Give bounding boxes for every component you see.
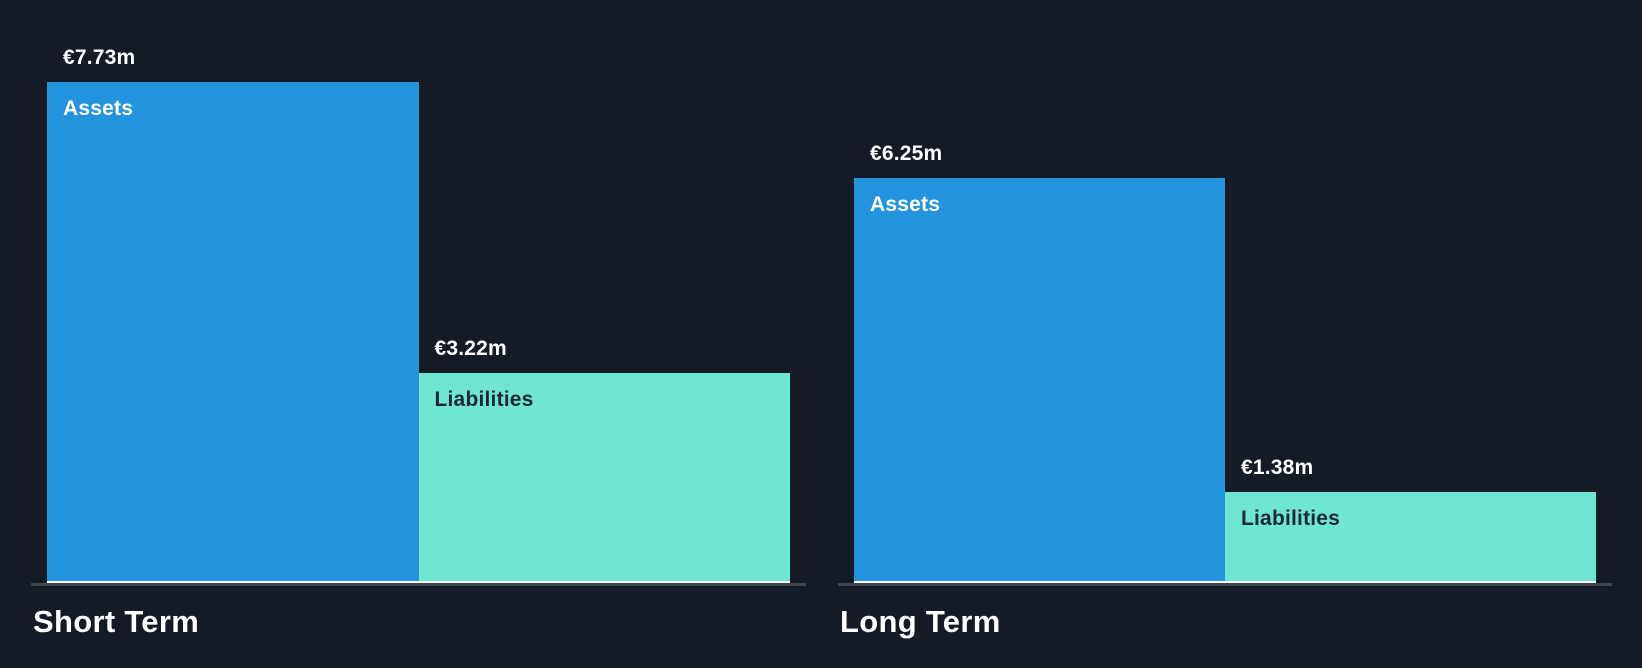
- long-term-assets-bar-label: Assets: [870, 193, 941, 216]
- bars-area-short-term: €7.73m Assets €3.22m Liabilities: [47, 46, 790, 581]
- bar-group-short-term: €7.73m Assets €3.22m Liabilities Short T…: [31, 0, 806, 668]
- bars-area-long-term: €6.25m Assets €1.38m Liabilities: [854, 142, 1596, 581]
- long-term-liabilities-value-label: €1.38m: [1241, 456, 1314, 479]
- group-title-short-term: Short Term: [33, 604, 200, 639]
- short-term-assets-bar-label: Assets: [63, 97, 134, 120]
- long-term-liabilities-bar: €1.38m Liabilities: [1225, 456, 1596, 581]
- short-term-assets-bar: €7.73m Assets: [47, 46, 419, 581]
- baseline-long-term: [854, 581, 1596, 583]
- short-term-assets-value-label: €7.73m: [63, 46, 136, 69]
- axis-line-short-term: [31, 583, 806, 586]
- long-term-assets-value-label: €6.25m: [870, 142, 943, 165]
- axis-line-long-term: [838, 583, 1612, 586]
- long-term-assets-bar: €6.25m Assets: [854, 142, 1225, 581]
- short-term-liabilities-bar-label: Liabilities: [434, 388, 534, 411]
- bar-group-long-term: €6.25m Assets €1.38m Liabilities Long Te…: [838, 0, 1612, 668]
- long-term-liabilities-bar-label: Liabilities: [1241, 507, 1341, 530]
- short-term-liabilities-bar: €3.22m Liabilities: [418, 337, 790, 581]
- group-title-long-term: Long Term: [840, 604, 1001, 639]
- short-term-liabilities-value-label: €3.22m: [434, 337, 507, 360]
- baseline-short-term: [47, 581, 790, 583]
